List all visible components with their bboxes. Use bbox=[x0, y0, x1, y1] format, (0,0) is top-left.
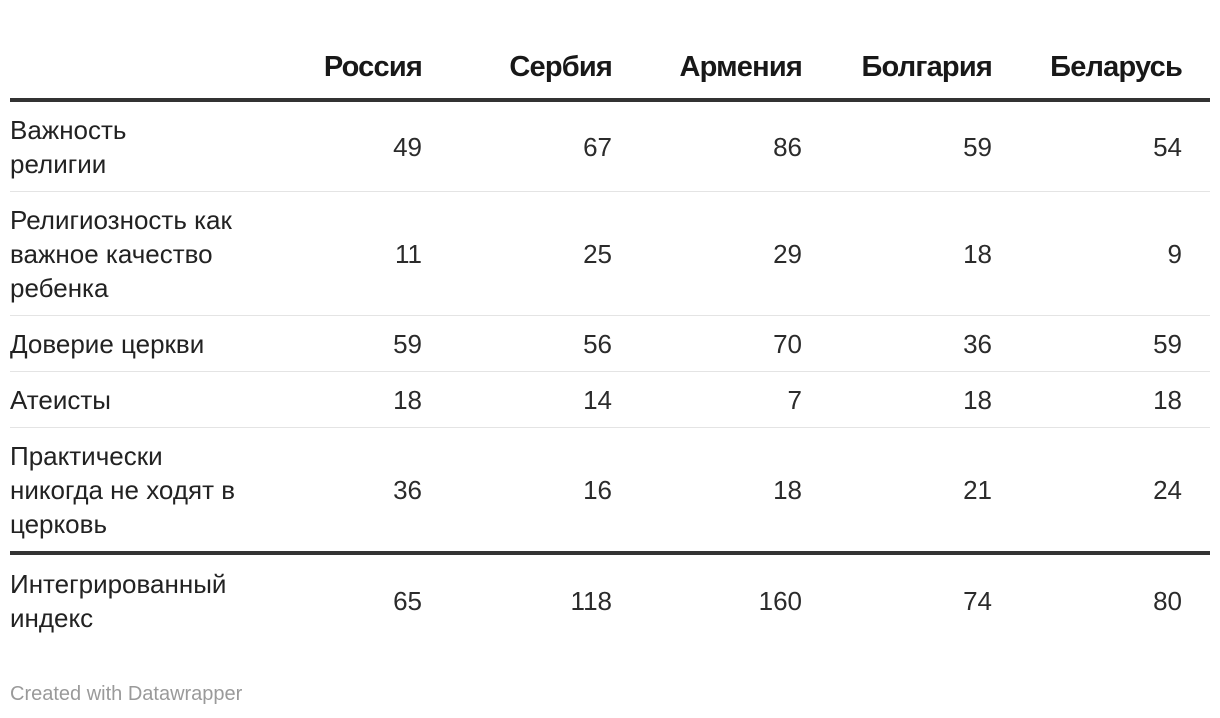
column-header: Беларусь bbox=[1020, 36, 1210, 102]
religion-table: Россия Сербия Армения Болгария Беларусь … bbox=[10, 36, 1210, 647]
row-label: Важность религии bbox=[10, 100, 260, 192]
table-cell: 65 bbox=[393, 586, 422, 616]
row-label: Практически никогда не ходят в церковь bbox=[10, 427, 260, 555]
table-cell: 36 bbox=[830, 315, 1020, 372]
table-row: Важность религии 49 67 86 59 54 bbox=[10, 100, 1210, 192]
table-cell: 74 bbox=[963, 586, 992, 616]
table-cell: 29 bbox=[640, 191, 830, 316]
table-cell: 18 bbox=[830, 371, 1020, 428]
table-cell: 36 bbox=[260, 427, 450, 555]
table-cell: 160 bbox=[758, 586, 802, 616]
data-table-container: Россия Сербия Армения Болгария Беларусь … bbox=[10, 36, 1210, 647]
datawrapper-credit: Created with Datawrapper bbox=[10, 683, 243, 705]
total-row: Интегрированный индекс 65 118 160 74 80 bbox=[10, 553, 1210, 647]
table-cell: 7 bbox=[640, 371, 830, 428]
header-row: Россия Сербия Армения Болгария Беларусь bbox=[10, 36, 1210, 102]
column-header: Болгария bbox=[830, 36, 1020, 102]
table-cell: 18 bbox=[260, 371, 450, 428]
table-cell: 18 bbox=[1020, 371, 1210, 428]
table-cell: 16 bbox=[450, 427, 640, 555]
table-row: Атеисты 18 14 7 18 18 bbox=[10, 371, 1210, 428]
table-cell: 59 bbox=[260, 315, 450, 372]
table-cell: 54 bbox=[1020, 100, 1210, 192]
table-row: Религиозность как важное качество ребенк… bbox=[10, 191, 1210, 316]
table-cell: 67 bbox=[450, 100, 640, 192]
column-header: Россия bbox=[260, 36, 450, 102]
table-cell: 59 bbox=[1020, 315, 1210, 372]
table-cell: 11 bbox=[260, 191, 450, 316]
table-cell: 80 bbox=[1153, 586, 1182, 616]
table-cell: 86 bbox=[640, 100, 830, 192]
row-label: Религиозность как важное качество ребенк… bbox=[10, 191, 260, 316]
column-header: Армения bbox=[640, 36, 830, 102]
table-cell: 18 bbox=[830, 191, 1020, 316]
table-cell: 21 bbox=[830, 427, 1020, 555]
table-cell: 59 bbox=[830, 100, 1020, 192]
column-header: Сербия bbox=[450, 36, 640, 102]
row-label: Доверие церкви bbox=[10, 315, 260, 372]
table-cell: 56 bbox=[450, 315, 640, 372]
row-label: Атеисты bbox=[10, 371, 260, 428]
row-label: Интегрированный индекс bbox=[10, 569, 227, 633]
table-row: Практически никогда не ходят в церковь 3… bbox=[10, 427, 1210, 555]
table-row: Доверие церкви 59 56 70 36 59 bbox=[10, 315, 1210, 372]
table-cell: 49 bbox=[260, 100, 450, 192]
table-cell: 25 bbox=[450, 191, 640, 316]
table-cell: 18 bbox=[640, 427, 830, 555]
header-empty-cell bbox=[10, 36, 260, 102]
table-cell: 70 bbox=[640, 315, 830, 372]
table-cell: 14 bbox=[450, 371, 640, 428]
table-cell: 9 bbox=[1020, 191, 1210, 316]
table-cell: 24 bbox=[1020, 427, 1210, 555]
table-cell: 118 bbox=[570, 586, 612, 616]
